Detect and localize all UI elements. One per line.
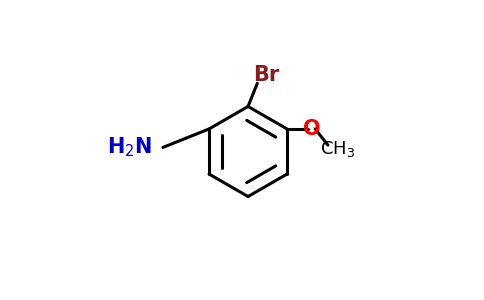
Text: O: O bbox=[303, 119, 321, 139]
Text: CH$_3$: CH$_3$ bbox=[319, 139, 355, 159]
Text: H$_2$N: H$_2$N bbox=[106, 136, 152, 159]
Text: Br: Br bbox=[254, 65, 280, 85]
